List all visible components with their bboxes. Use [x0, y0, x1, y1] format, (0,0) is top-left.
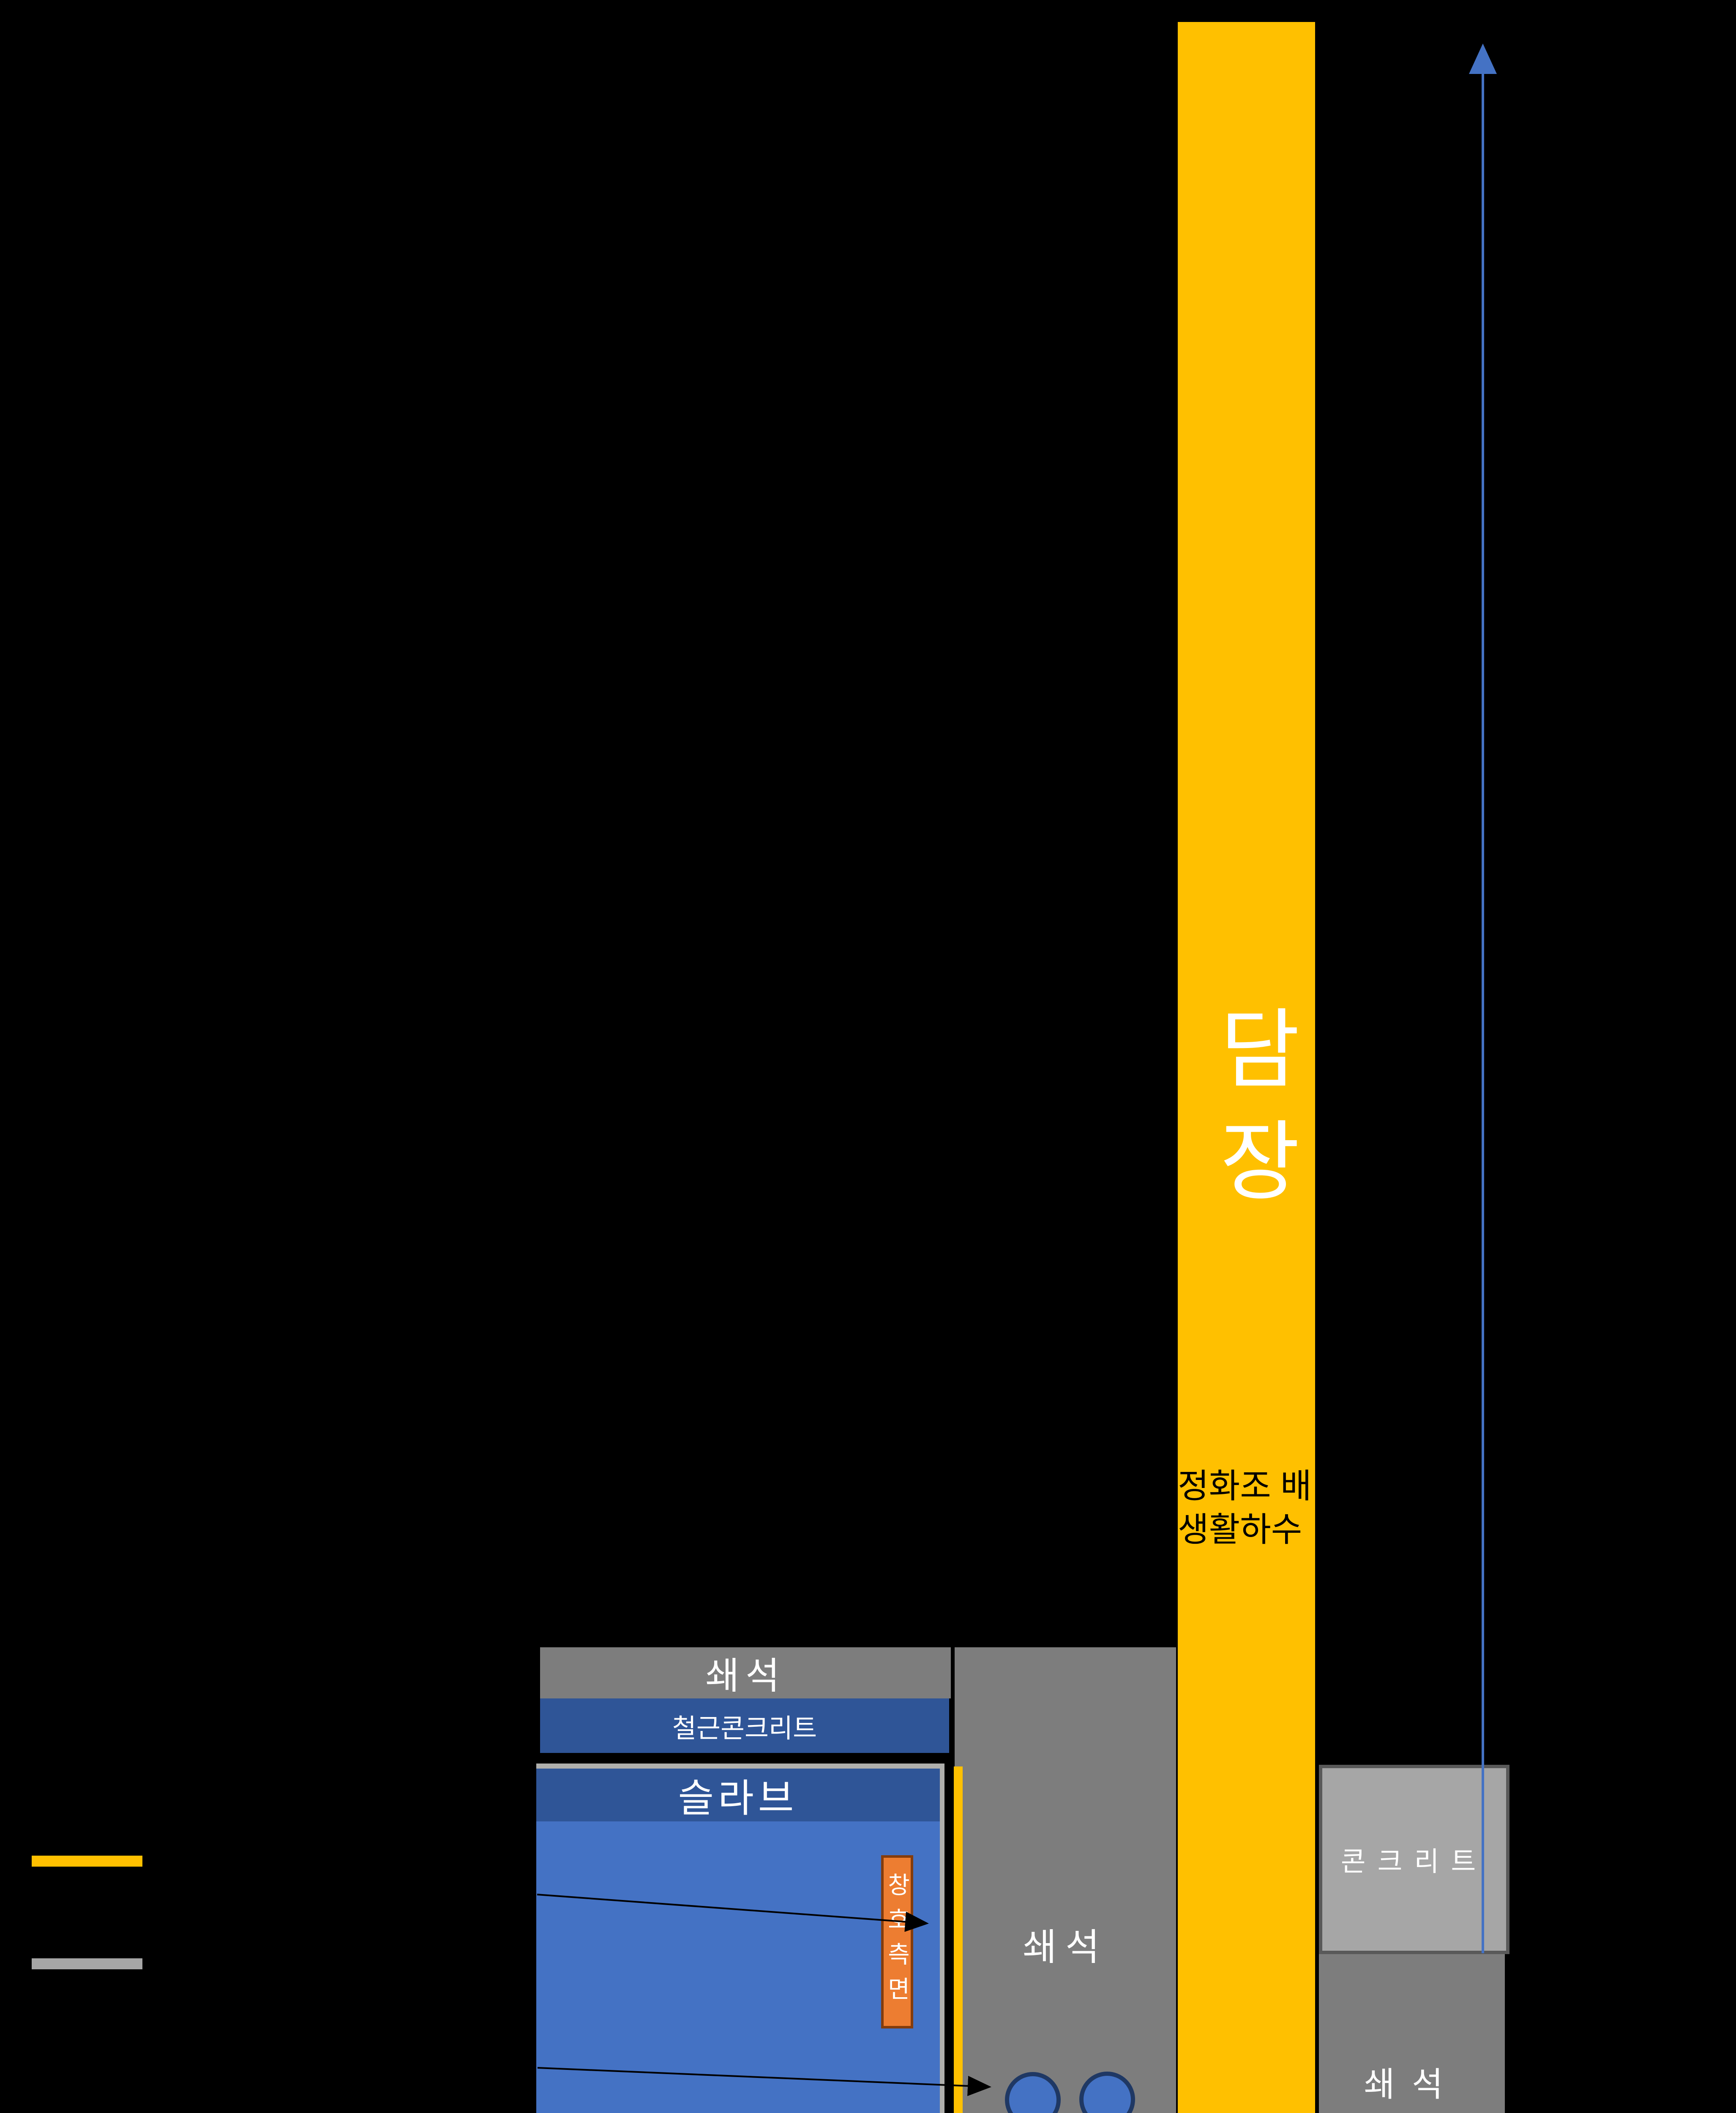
gravel-top-label: 쇄석 — [705, 1655, 786, 1697]
pipe-circle-2 — [1079, 2072, 1135, 2113]
rc-label: 철근콘크리트 — [672, 1714, 817, 1743]
fence-pipe-note-line2: 생활하수 — [1178, 1511, 1302, 1548]
fence-pipe-note-line1: 정화조 배 — [1178, 1467, 1312, 1505]
concrete-box: 콘크리트 — [1319, 1765, 1509, 1954]
slab-label: 슬라브 — [678, 1777, 798, 1820]
mid-gravel-label-text: 쇄석 — [1023, 1926, 1108, 1968]
fence-pipe-note: 정화조 배 생활하수 — [1178, 1464, 1315, 1570]
fence-wall — [1178, 22, 1315, 2113]
rc-box: 철근콘크리트 — [540, 1698, 949, 1753]
mid-gravel-label: 쇄석 — [955, 1919, 1176, 1969]
right-gravel-box: 쇄석 — [1319, 1954, 1505, 2113]
legend-gravel-swatch — [32, 1958, 142, 1969]
right-gravel-label: 쇄석 — [1364, 2066, 1460, 2103]
slab-band: 슬라브 — [536, 1769, 940, 1821]
pipe-circle-1 — [1005, 2072, 1061, 2113]
window-side-label: 창호측면 — [881, 1855, 913, 2028]
legend-fence-swatch — [32, 1856, 142, 1867]
concrete-label: 콘크리트 — [1340, 1846, 1488, 1877]
basement-box — [536, 1764, 944, 2113]
gravel-top-box: 쇄석 — [540, 1647, 951, 1698]
window-side-strip — [954, 1766, 963, 2113]
fence-label: 담장 — [1204, 1004, 1301, 1228]
window-side-label-text: 창호측면 — [884, 1873, 911, 2011]
mid-gravel-box — [955, 1647, 1176, 2113]
